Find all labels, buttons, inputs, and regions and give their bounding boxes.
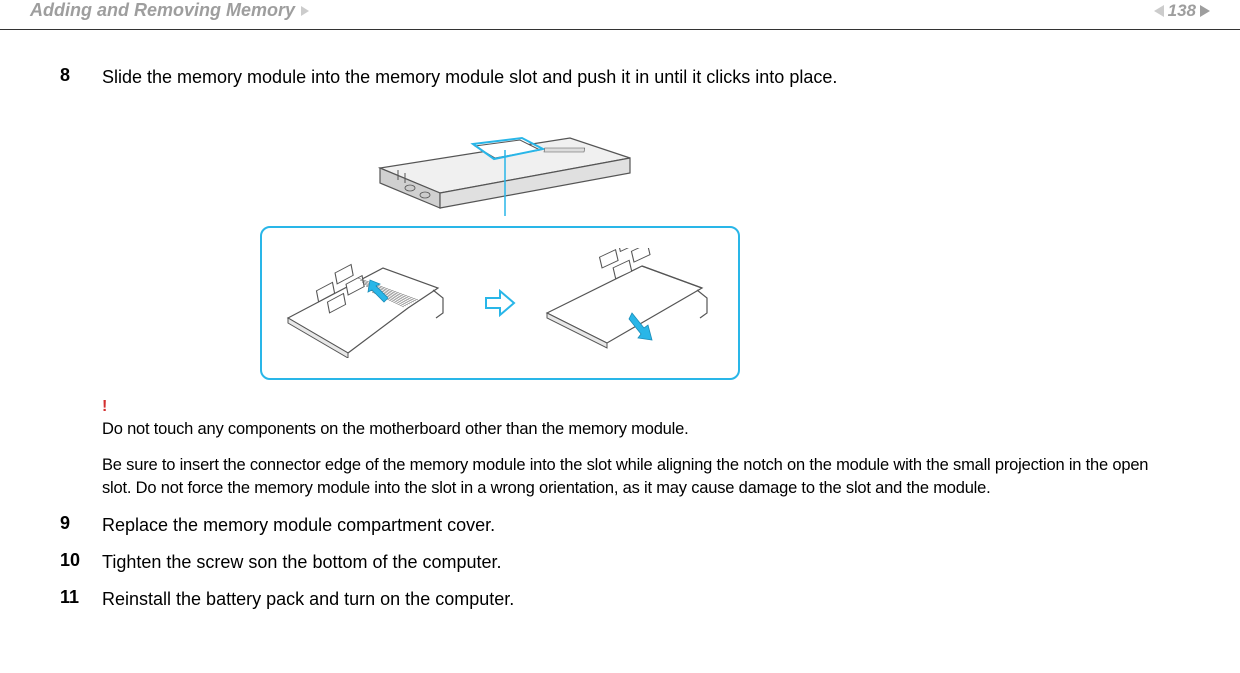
page-header: Adding and Removing Memory 138 <box>0 0 1240 30</box>
memory-detail-callout <box>260 226 740 380</box>
step-9: 9 Replace the memory module compartment … <box>60 513 1180 538</box>
memory-module-before <box>283 248 463 358</box>
step-text: Replace the memory module compartment co… <box>102 513 495 538</box>
page-nav: 138 <box>1154 1 1210 21</box>
step-8: 8 Slide the memory module into the memor… <box>60 65 1180 90</box>
warning-block: ! Do not touch any components on the mot… <box>102 398 1180 499</box>
step-text: Tighten the screw son the bottom of the … <box>102 550 502 575</box>
step-number: 11 <box>60 587 82 612</box>
page-content: 8 Slide the memory module into the memor… <box>0 30 1240 645</box>
header-title-group: Adding and Removing Memory <box>30 0 309 21</box>
warning-line-1: Do not touch any components on the mothe… <box>102 418 1180 440</box>
diagram-container <box>260 108 740 380</box>
memory-module-after <box>537 248 717 358</box>
step-text: Reinstall the battery pack and turn on t… <box>102 587 514 612</box>
header-title-text: Adding and Removing Memory <box>30 0 295 21</box>
page-number: 138 <box>1168 1 1196 21</box>
warning-icon: ! <box>102 398 1180 416</box>
nav-next-icon[interactable] <box>1200 5 1210 17</box>
warning-line-2: Be sure to insert the connector edge of … <box>102 454 1180 499</box>
step-number: 10 <box>60 550 82 575</box>
step-10: 10 Tighten the screw son the bottom of t… <box>60 550 1180 575</box>
warning-texts: Do not touch any components on the mothe… <box>102 418 1180 499</box>
chevron-right-icon <box>301 6 309 16</box>
step-number: 8 <box>60 65 82 90</box>
step-number: 9 <box>60 513 82 538</box>
laptop-diagram <box>350 108 650 218</box>
step-11: 11 Reinstall the battery pack and turn o… <box>60 587 1180 612</box>
step-text: Slide the memory module into the memory … <box>102 65 837 90</box>
arrow-right-icon <box>484 289 516 317</box>
nav-prev-icon[interactable] <box>1154 5 1164 17</box>
